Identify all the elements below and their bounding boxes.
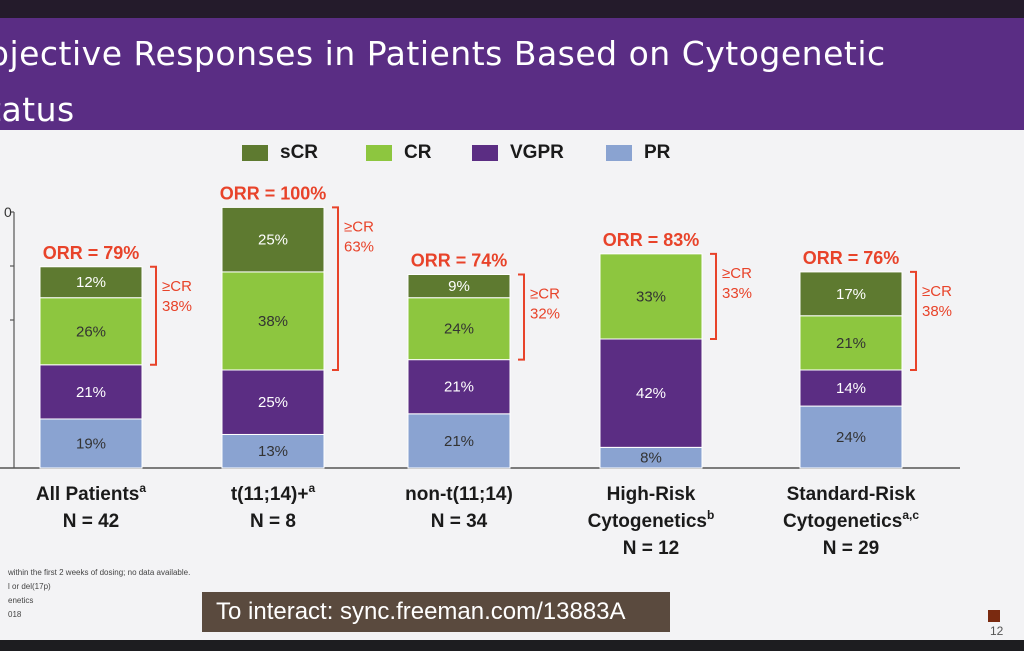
bar-segment-vgpr [599,338,703,448]
cr-bracket [518,273,525,361]
bar-segment-vgpr [221,369,325,435]
orr-label: ORR = 76% [803,248,900,268]
y-tick-label: 0 [4,204,12,220]
orr-label: ORR = 100% [220,183,327,203]
legend-swatch-scr [242,145,268,161]
cr-bracket-label: ≥CR [922,283,952,300]
cr-bracket-label: ≥CR [344,218,374,235]
orr-label: ORR = 74% [411,251,508,271]
category-label-line3: N = 29 [823,538,880,559]
page-number: 12 [990,624,1004,638]
bar-segment-label: 21% [444,379,474,396]
cr-bracket [150,265,157,366]
category-label-line1: High-Risk [607,484,696,505]
legend-label-pr: PR [644,142,671,163]
bar-segment-label: 12% [76,274,106,291]
bar-segment-pr [221,433,325,469]
slide-top-edge [0,0,1024,18]
legend-swatch-cr [366,145,392,161]
footnote-1: within the first 2 weeks of dosing; no d… [8,568,191,577]
bar-segment-pr [799,405,903,469]
bar-segment-label: 8% [640,450,662,467]
bar-segment-label: 42% [636,385,666,402]
cr-bracket-value: 33% [722,285,752,302]
bar-segment-label: 33% [636,288,666,305]
category-label-line2: N = 34 [431,511,488,532]
bar-segment-label: 21% [836,335,866,352]
title-band: bjective Responses in Patients Based on … [0,18,1024,130]
bar-segment-label: 24% [836,429,866,446]
bar-segment-label: 25% [258,232,288,249]
bar-segment-vgpr [799,369,903,407]
bar-segment-label: 38% [258,313,288,330]
cr-bracket-label: ≥CR [722,265,752,282]
bar-segment-scr [799,271,903,317]
cr-bracket [710,252,717,340]
bar-segment-label: 17% [836,286,866,303]
cr-bracket-value: 38% [922,303,952,320]
cr-bracket-label: ≥CR [530,286,560,303]
category-label-line1: Standard-Risk [787,484,916,505]
legend-item-cr: CR [366,140,431,166]
bar-segment-label: 24% [444,321,474,338]
orr-label: ORR = 79% [43,243,140,263]
category-footnote-marker: a,c [902,508,919,522]
category-label-line2: Cytogeneticsb [588,508,715,532]
bar-segment-cr [221,271,325,371]
legend-label-cr: CR [404,142,432,163]
cr-bracket [910,270,917,371]
bar-segment-label: 26% [76,323,106,340]
category-footnote-marker: a [308,481,315,495]
bar-segment-label: 21% [76,384,106,401]
footnote-2: l or del(17p) [8,582,51,591]
category-label-line2: N = 8 [250,511,296,532]
cr-bracket-value: 38% [162,298,192,315]
footnote-4: 018 [8,610,22,619]
bar-segment-cr [599,253,703,340]
bar-segment-vgpr [39,364,143,420]
bar-segment-cr [407,297,511,361]
slide-title-line2: tatus [0,90,75,129]
bar-segment-label: 9% [448,278,470,295]
legend-item-vgpr: VGPR [472,140,564,166]
bar-segment-label: 21% [444,433,474,450]
bar-segment-cr [39,297,143,366]
slide-title-line1: bjective Responses in Patients Based on … [0,34,886,73]
bar-segment-vgpr [407,359,511,415]
legend-item-scr: sCR [242,140,318,166]
bar-segment-scr [407,274,511,299]
legend-label-scr: sCR [280,142,319,163]
corner-logo-square [988,610,1000,622]
footnote-3: enetics [8,596,34,605]
bar-segment-pr [39,418,143,469]
legend-label-vgpr: VGPR [510,142,564,163]
bar-segment-scr [39,266,143,299]
bar-segment-label: 13% [258,443,288,460]
category-label-line1: All Patientsa [36,481,146,505]
legend-swatch-vgpr [472,145,498,161]
category-label-line2: Cytogeneticsa,c [783,508,919,532]
bar-segment-label: 25% [258,394,288,411]
cr-bracket-value: 32% [530,306,560,323]
bar-segment-cr [799,315,903,371]
category-label-line1: non-t(11;14) [405,484,513,505]
bar-segment-label: 19% [76,435,106,452]
category-label-line1: t(11;14)+a [231,481,316,505]
bar-segment-scr [221,206,325,273]
legend-swatch-pr [606,145,632,161]
cr-bracket-value: 63% [344,238,374,255]
bar-segment-label: 14% [836,380,866,397]
bar-segment-pr [407,413,511,469]
category-footnote-marker: a [139,481,146,495]
category-footnote-marker: b [707,508,714,522]
orr-label: ORR = 83% [603,230,700,250]
category-label-line3: N = 12 [623,538,680,559]
cr-bracket-label: ≥CR [162,278,192,295]
interact-banner: To interact: sync.freeman.com/13883A [202,592,670,632]
legend-item-pr: PR [606,140,670,166]
cr-bracket [332,206,339,371]
category-label-line2: N = 42 [63,511,120,532]
